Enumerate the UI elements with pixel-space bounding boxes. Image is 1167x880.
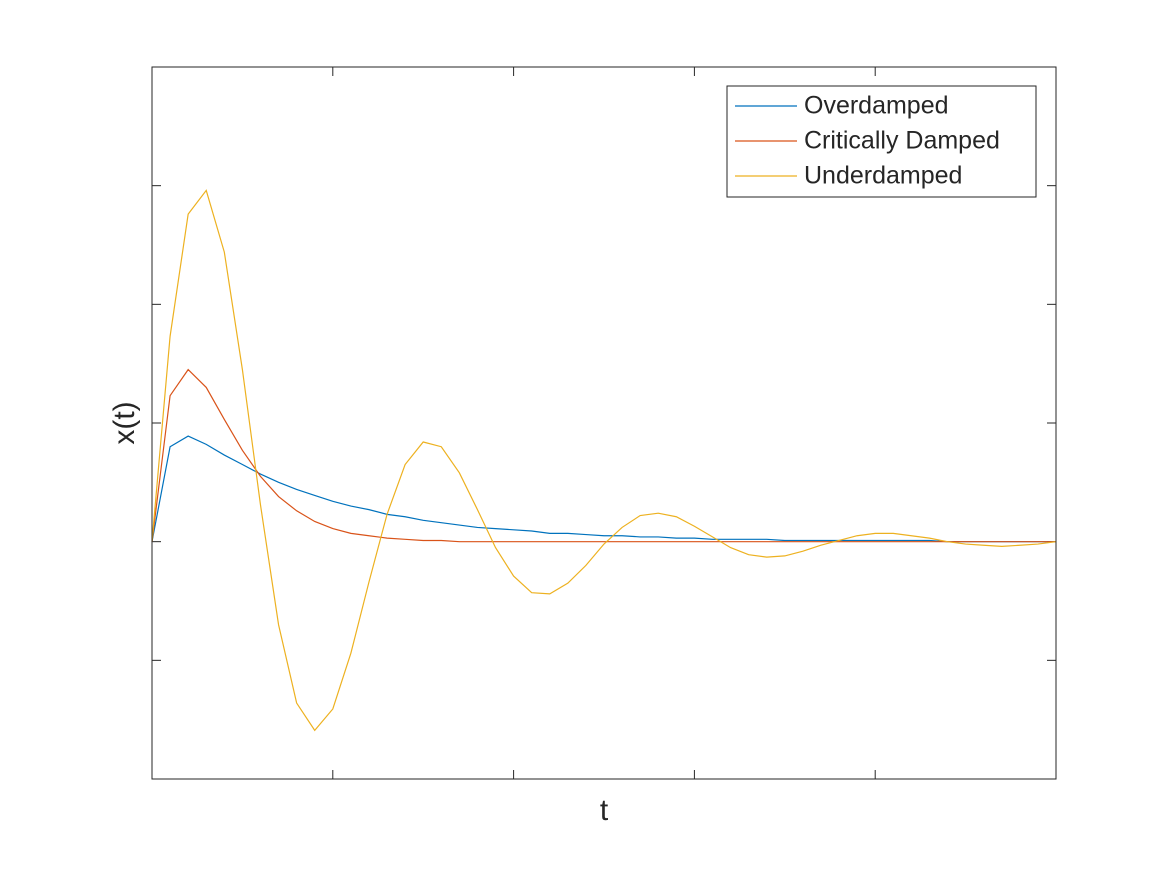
series-line bbox=[151, 189, 1057, 732]
series-line bbox=[151, 435, 1056, 543]
axes-box bbox=[151, 66, 1057, 780]
x-axis-label: t bbox=[600, 794, 609, 827]
series-line bbox=[151, 368, 1056, 543]
legend-label: Critically Damped bbox=[804, 127, 1000, 155]
y-axis-label: x(t) bbox=[108, 401, 141, 444]
legend-label: Overdamped bbox=[804, 92, 949, 120]
legend-label: Underdamped bbox=[804, 162, 962, 190]
